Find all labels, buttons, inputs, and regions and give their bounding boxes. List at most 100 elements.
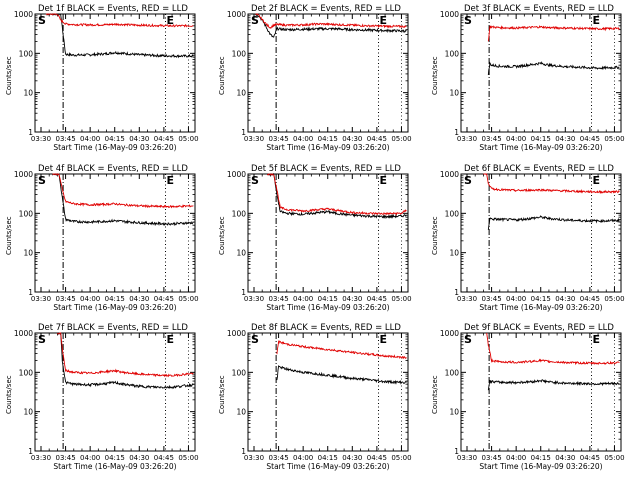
x-tick-label: 04:15 [105,135,125,143]
y-tick-label: 100 [19,368,34,377]
events-series-line [487,215,620,230]
y-tick-label: 1 [28,288,33,297]
x-axis-label: Start Time (16-May-09 03:26:20) [479,462,602,471]
lld-series-line [487,25,620,42]
x-axis-label: Start Time (16-May-09 03:26:20) [53,143,176,152]
x-tick-label: 05:00 [604,135,624,143]
chart-panel-4: Det 4f BLACK = Events, RED = LLD Counts/s… [5,164,199,312]
x-tick-label: 03:30 [244,135,264,143]
x-tick-label: 04:15 [105,295,125,303]
x-tick-label: 04:15 [318,295,338,303]
chart-title: Det 8f BLACK = Events, RED = LLD [251,323,401,333]
lld-series-line [255,13,407,29]
plot-frame [460,13,622,133]
y-tick-label: 1000 [14,170,33,179]
chart-panel-2: Det 2f BLACK = Events, RED = LLD Counts/s… [218,4,412,152]
x-tick-label: 04:15 [531,135,551,143]
x-axis-label: Start Time (16-May-09 03:26:20) [479,143,602,152]
chart-title: Det 4f BLACK = Events, RED = LLD [38,164,188,174]
x-tick-label: 05:00 [604,454,624,462]
start-marker-label: S [38,14,46,27]
end-marker-label: E [380,174,388,187]
x-tick-label: 03:30 [31,454,51,462]
y-tick-label: 100 [445,209,460,218]
y-tick-label: 1 [241,128,246,137]
y-tick-label: 100 [232,209,247,218]
plot-frame [460,332,622,452]
start-marker-label: S [251,174,259,187]
x-tick-label: 05:00 [178,135,198,143]
lld-series-line [266,173,407,216]
y-tick-label: 100 [445,49,460,58]
events-series-line [45,13,194,59]
lld-series-line [486,332,620,366]
x-tick-label: 04:15 [531,295,551,303]
chart-title: Det 6f BLACK = Events, RED = LLD [464,164,614,174]
x-tick-label: 03:45 [268,295,288,303]
end-marker-label: E [380,14,388,27]
y-tick-label: 1000 [440,10,459,19]
chart-title: Det 1f BLACK = Events, RED = LLD [38,4,188,14]
y-tick-label: 10 [449,89,459,98]
x-tick-label: 04:45 [367,454,387,462]
x-tick-label: 04:45 [580,135,600,143]
y-axis-label: Counts/sec [5,56,13,95]
chart-title: Det 2f BLACK = Events, RED = LLD [251,4,401,14]
x-tick-label: 03:30 [31,135,51,143]
y-tick-label: 10 [23,89,33,98]
y-tick-label: 1 [454,447,459,456]
events-series-line [52,173,194,227]
x-tick-label: 03:30 [457,295,477,303]
chart-title: Det 7f BLACK = Events, RED = LLD [38,323,188,333]
x-tick-label: 03:30 [31,295,51,303]
x-tick-label: 05:00 [604,295,624,303]
x-axis-label: Start Time (16-May-09 03:26:20) [266,462,389,471]
x-tick-label: 04:45 [154,454,174,462]
end-marker-label: E [593,174,601,187]
y-tick-label: 100 [19,209,34,218]
y-tick-label: 100 [232,368,247,377]
x-tick-label: 03:45 [268,454,288,462]
end-marker-label: E [593,333,601,346]
x-tick-label: 03:45 [268,135,288,143]
x-tick-label: 04:00 [293,295,313,303]
y-tick-label: 10 [23,249,33,258]
x-tick-label: 04:00 [80,135,100,143]
x-tick-label: 05:00 [178,454,198,462]
chart-title: Det 9f BLACK = Events, RED = LLD [464,323,614,333]
events-series-line [255,13,407,38]
end-marker-label: E [593,14,601,27]
x-tick-label: 03:45 [481,135,501,143]
y-tick-label: 10 [449,408,459,417]
x-tick-label: 04:30 [129,295,149,303]
start-marker-label: S [38,333,46,346]
chart-panel-5: Det 5f BLACK = Events, RED = LLD Counts/s… [218,164,412,312]
x-tick-label: 04:00 [506,454,526,462]
y-axis-label: Counts/sec [218,375,226,414]
x-tick-label: 04:00 [506,295,526,303]
y-tick-label: 1000 [227,329,246,338]
events-series-line [266,172,407,220]
start-marker-label: S [251,14,259,27]
x-axis-label: Start Time (16-May-09 03:26:20) [266,303,389,312]
start-marker-label: S [464,174,472,187]
y-axis-label: Counts/sec [218,56,226,95]
x-tick-label: 04:00 [506,135,526,143]
y-axis-label: Counts/sec [5,216,13,255]
x-tick-label: 04:15 [105,454,125,462]
x-tick-label: 03:30 [457,135,477,143]
x-tick-label: 04:30 [129,454,149,462]
y-tick-label: 1000 [14,10,33,19]
y-tick-label: 1000 [227,10,246,19]
y-tick-label: 100 [232,49,247,58]
x-tick-label: 03:45 [55,454,75,462]
x-tick-label: 05:00 [391,135,411,143]
x-tick-label: 04:15 [318,135,338,143]
y-tick-label: 10 [236,408,246,417]
y-axis-label: Counts/sec [218,216,226,255]
lld-series-line [45,13,194,28]
x-tick-label: 04:30 [555,454,575,462]
y-tick-label: 10 [449,249,459,258]
x-tick-label: 04:30 [555,295,575,303]
x-tick-label: 04:30 [342,454,362,462]
